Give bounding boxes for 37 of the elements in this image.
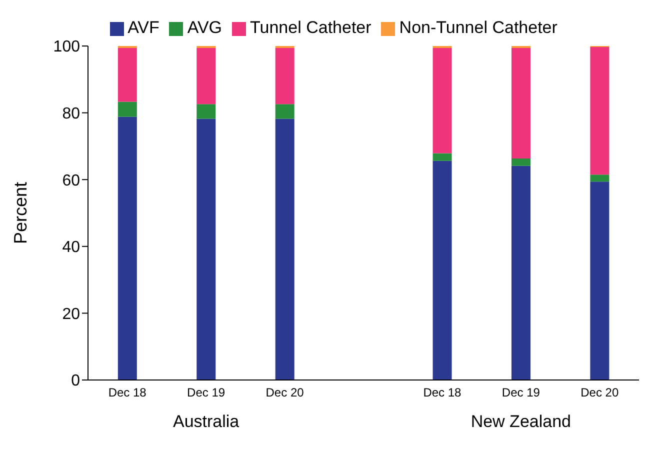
y-tick-label: 60 — [62, 172, 80, 190]
x-tick-label: Dec 20 — [266, 386, 304, 400]
y-tick-label: 100 — [53, 38, 80, 56]
bar — [511, 158, 530, 166]
bar — [432, 48, 452, 154]
bar — [511, 166, 530, 380]
bar — [590, 182, 610, 380]
bar — [432, 153, 452, 161]
bar — [196, 118, 216, 380]
bar — [275, 48, 294, 104]
bar — [511, 48, 530, 159]
y-tick-label: 80 — [62, 105, 80, 122]
x-tick-label: Dec 20 — [580, 386, 619, 400]
x-tick-label: Dec 19 — [502, 386, 540, 400]
bar — [432, 160, 452, 380]
bar — [590, 47, 610, 175]
legend-label: AVG — [187, 18, 222, 37]
bar — [275, 118, 294, 380]
x-tick-label: Dec 19 — [187, 386, 226, 400]
bar — [275, 104, 294, 119]
bar — [118, 48, 137, 102]
text: Australia — [172, 412, 240, 432]
legend-label: AVF — [128, 18, 160, 37]
text: New Zealand — [470, 412, 572, 432]
y-tick-label: 40 — [62, 239, 80, 256]
bar — [118, 102, 137, 117]
x-tick-label: Dec 18 — [108, 386, 147, 400]
y-axis-title: Percent — [10, 182, 30, 244]
legend-label: Tunnel Catheter — [250, 18, 372, 37]
bar — [118, 116, 137, 380]
bar — [196, 48, 216, 104]
y-tick-label: 0 — [71, 372, 80, 390]
legend-label: Non-Tunnel Catheter — [399, 18, 558, 37]
y-tick-label: 20 — [62, 306, 80, 323]
x-tick-label: Dec 18 — [423, 386, 462, 400]
bar — [590, 174, 610, 182]
bar — [196, 104, 216, 119]
